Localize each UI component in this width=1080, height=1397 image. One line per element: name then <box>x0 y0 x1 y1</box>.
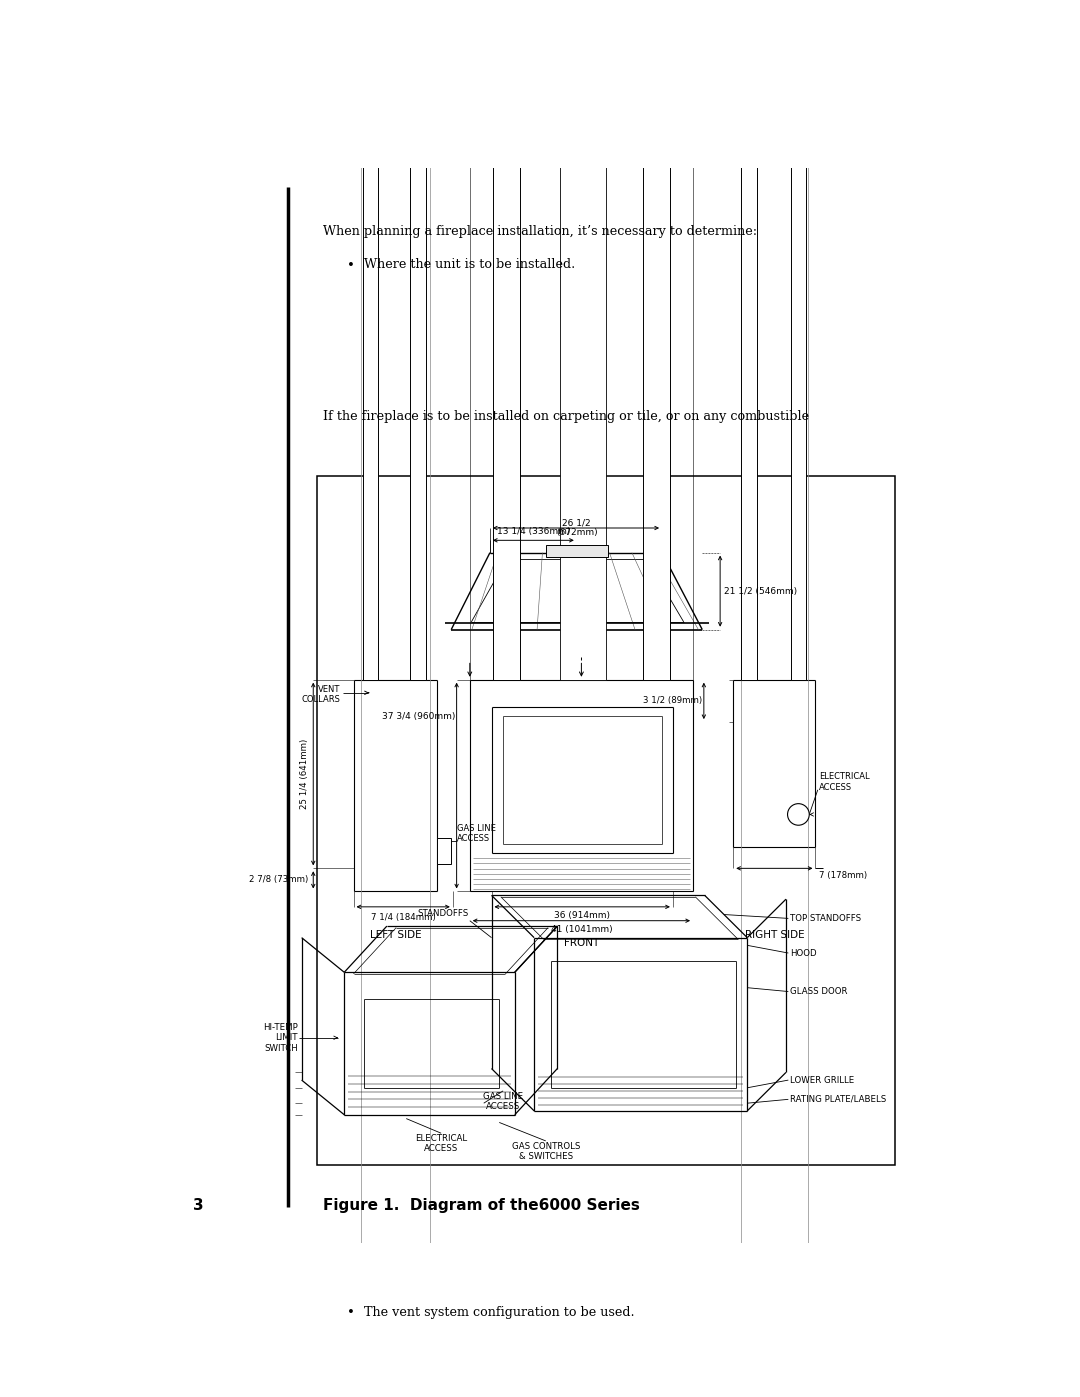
Text: GAS LINE
ACCESS: GAS LINE ACCESS <box>483 1091 523 1111</box>
Text: The vent system configuration to be used.: The vent system configuration to be used… <box>364 1306 634 1320</box>
Text: 36 (914mm): 36 (914mm) <box>554 911 610 919</box>
Bar <box>741 0 757 680</box>
Text: ELECTRICAL
ACCESS: ELECTRICAL ACCESS <box>820 773 870 792</box>
Text: 7 (178mm): 7 (178mm) <box>820 870 867 880</box>
Text: VENT
COLLARS: VENT COLLARS <box>301 685 340 704</box>
Text: •: • <box>347 258 354 271</box>
Text: HOOD: HOOD <box>789 949 816 957</box>
Text: •: • <box>347 1306 354 1320</box>
Text: 3: 3 <box>193 1199 204 1213</box>
Bar <box>363 0 378 680</box>
Text: GLASS DOOR: GLASS DOOR <box>789 988 848 996</box>
Text: FRONT: FRONT <box>564 937 599 947</box>
Text: 2 7/8 (73mm): 2 7/8 (73mm) <box>249 876 309 884</box>
Text: Where the unit is to be installed.: Where the unit is to be installed. <box>364 258 575 271</box>
Text: LOWER GRILLE: LOWER GRILLE <box>789 1076 854 1084</box>
Text: 26 1/2: 26 1/2 <box>563 518 591 528</box>
Text: If the fireplace is to be installed on carpeting or tile, or on any combustible: If the fireplace is to be installed on c… <box>323 411 809 423</box>
Bar <box>791 0 806 680</box>
Text: 21 1/2 (546mm): 21 1/2 (546mm) <box>724 587 797 595</box>
Bar <box>410 0 426 680</box>
Text: LEFT SIDE: LEFT SIDE <box>369 930 421 940</box>
Text: 7 1/4 (184mm): 7 1/4 (184mm) <box>370 914 435 922</box>
Text: ELECTRICAL
ACCESS: ELECTRICAL ACCESS <box>415 1134 468 1154</box>
Text: HI-TEMP
LIMIT
SWITCH: HI-TEMP LIMIT SWITCH <box>264 1023 298 1053</box>
Bar <box>437 838 451 865</box>
Bar <box>559 0 606 680</box>
Bar <box>494 0 521 680</box>
Text: GAS LINE
ACCESS: GAS LINE ACCESS <box>457 824 496 844</box>
Text: (672mm): (672mm) <box>556 528 597 536</box>
Text: 37 3/4 (960mm): 37 3/4 (960mm) <box>381 711 455 721</box>
Text: GAS CONTROLS
& SWITCHES: GAS CONTROLS & SWITCHES <box>512 1141 580 1161</box>
Text: RIGHT SIDE: RIGHT SIDE <box>744 930 805 940</box>
Text: 25 1/4 (641mm): 25 1/4 (641mm) <box>300 739 309 809</box>
Text: STANDOFFS: STANDOFFS <box>417 909 469 918</box>
Text: TOP STANDOFFS: TOP STANDOFFS <box>789 914 861 923</box>
Circle shape <box>787 803 809 826</box>
Bar <box>318 475 894 1165</box>
Text: 41 (1041mm): 41 (1041mm) <box>551 925 612 933</box>
Text: Figure 1.  Diagram of the6000 Series: Figure 1. Diagram of the6000 Series <box>323 1199 640 1213</box>
Text: 13 1/4 (336mm): 13 1/4 (336mm) <box>497 528 570 536</box>
Bar <box>643 0 670 680</box>
Text: When planning a fireplace installation, it’s necessary to determine:: When planning a fireplace installation, … <box>323 225 757 239</box>
Bar <box>545 545 608 557</box>
Text: 3 1/2 (89mm): 3 1/2 (89mm) <box>644 696 702 705</box>
Text: RATING PLATE/LABELS: RATING PLATE/LABELS <box>789 1095 886 1104</box>
